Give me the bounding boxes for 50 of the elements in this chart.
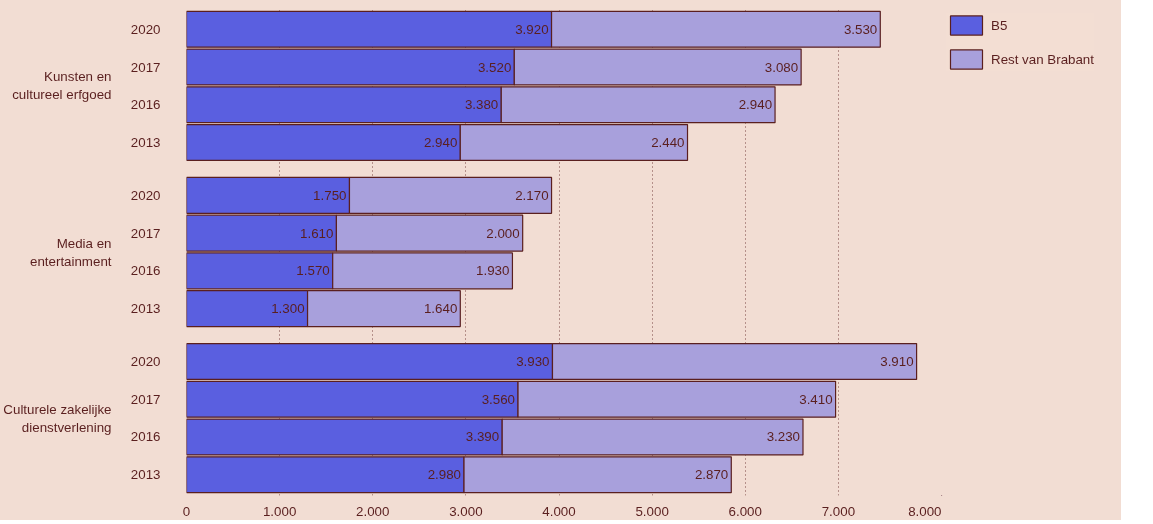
legend-label: Rest van Brabant xyxy=(991,51,1094,67)
x-tick-label: 8.000 xyxy=(908,503,942,519)
y-tick-label: 2016 xyxy=(130,429,161,445)
data-label: 3.390 xyxy=(465,429,500,445)
data-label: 2.940 xyxy=(423,135,458,151)
data-label: 3.080 xyxy=(764,59,799,75)
data-label: 3.530 xyxy=(843,21,878,37)
data-label: 3.930 xyxy=(516,353,550,369)
x-tick-label: 0 xyxy=(182,503,191,519)
data-label: 1.610 xyxy=(300,225,334,241)
y-tick-label: 2017 xyxy=(130,391,161,407)
x-tick-label: 1.000 xyxy=(262,503,297,519)
data-label: 1.640 xyxy=(423,301,458,317)
data-label: 1.930 xyxy=(476,263,510,279)
data-label: 1.750 xyxy=(313,187,347,203)
y-tick-label: 2020 xyxy=(130,21,161,37)
data-label: 3.910 xyxy=(880,353,914,369)
y-tick-label: 2020 xyxy=(130,353,161,369)
data-label: 1.300 xyxy=(271,301,305,317)
data-label: 3.410 xyxy=(799,391,833,407)
text: Culturele zakelijke dienstverlening xyxy=(3,401,112,435)
text: Kunsten en cultureel erfgoed xyxy=(12,69,112,103)
data-label: 2.170 xyxy=(515,187,549,203)
x-tick-label: 6.000 xyxy=(728,503,762,519)
text: Media en entertainment xyxy=(30,235,112,269)
data-label: 3.920 xyxy=(515,21,549,37)
data-label: 1.570 xyxy=(296,263,330,279)
y-tick-label: 2013 xyxy=(130,135,161,151)
y-tick-label: 2020 xyxy=(130,187,161,203)
data-label: 2.000 xyxy=(486,225,520,241)
data-label: 3.230 xyxy=(766,429,800,445)
data-label: 2.870 xyxy=(694,467,729,483)
x-tick-label: 5.000 xyxy=(635,503,669,519)
data-label: 2.940 xyxy=(738,97,773,113)
data-label: 3.520 xyxy=(477,59,512,75)
y-tick-label: 2013 xyxy=(130,301,161,317)
x-tick-label: 3.000 xyxy=(449,503,483,519)
x-tick-label: 2.000 xyxy=(356,503,390,519)
y-tick-label: 2016 xyxy=(130,263,161,279)
y-tick-label: 2013 xyxy=(130,467,161,483)
data-label: 2.440 xyxy=(651,135,685,151)
data-label: 3.560 xyxy=(481,391,516,407)
y-tick-label: 2017 xyxy=(130,225,161,241)
x-tick-label: 7.000 xyxy=(821,503,856,519)
y-tick-label: 2016 xyxy=(130,97,161,113)
data-label: 3.380 xyxy=(464,97,499,113)
data-label: 2.980 xyxy=(427,467,462,483)
y-tick-label: 2017 xyxy=(130,59,161,75)
legend-label: B5 xyxy=(991,17,1009,33)
x-tick-label: 4.000 xyxy=(542,503,576,519)
